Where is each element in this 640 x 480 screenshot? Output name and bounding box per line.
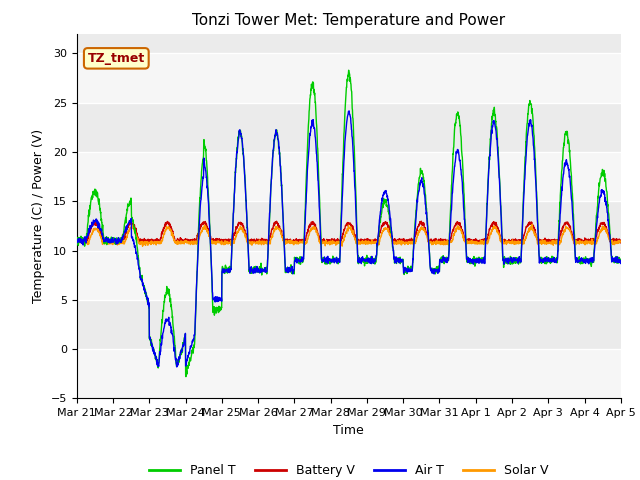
Bar xyxy=(77,53,621,103)
Bar xyxy=(77,251,621,300)
Air T xyxy=(570,218,577,224)
Panel T xyxy=(570,211,577,217)
Solar V xyxy=(139,243,147,249)
X-axis label: Time: Time xyxy=(333,424,364,437)
Air T xyxy=(508,258,515,264)
Panel T xyxy=(225,268,232,274)
Air T xyxy=(346,108,353,114)
Solar V xyxy=(570,237,577,243)
Line: Air T: Air T xyxy=(77,111,621,367)
Battery V xyxy=(417,218,425,224)
Solar V xyxy=(584,240,592,246)
Panel T xyxy=(182,374,189,380)
Solar V xyxy=(528,222,536,228)
Solar V xyxy=(365,241,372,247)
Line: Solar V: Solar V xyxy=(77,225,621,246)
Bar xyxy=(77,349,621,398)
Battery V xyxy=(617,240,625,246)
Panel T xyxy=(584,257,592,263)
Battery V xyxy=(376,228,384,234)
Solar V xyxy=(376,235,384,240)
Panel T xyxy=(345,67,353,73)
Title: Tonzi Tower Met: Temperature and Power: Tonzi Tower Met: Temperature and Power xyxy=(192,13,506,28)
Battery V xyxy=(584,236,592,242)
Panel T xyxy=(73,240,81,246)
Y-axis label: Temperature (C) / Power (V): Temperature (C) / Power (V) xyxy=(32,129,45,303)
Battery V xyxy=(225,236,232,242)
Battery V xyxy=(155,240,163,246)
Solar V xyxy=(507,240,515,246)
Air T xyxy=(365,258,372,264)
Solar V xyxy=(225,240,232,245)
Text: TZ_tmet: TZ_tmet xyxy=(88,52,145,65)
Bar xyxy=(77,152,621,201)
Solar V xyxy=(617,239,625,245)
Solar V xyxy=(73,239,81,245)
Line: Battery V: Battery V xyxy=(77,221,621,243)
Air T xyxy=(377,209,385,215)
Battery V xyxy=(365,239,372,244)
Legend: Panel T, Battery V, Air T, Solar V: Panel T, Battery V, Air T, Solar V xyxy=(144,459,554,480)
Air T xyxy=(617,258,625,264)
Line: Panel T: Panel T xyxy=(77,70,621,377)
Battery V xyxy=(73,239,81,245)
Air T xyxy=(173,364,180,370)
Panel T xyxy=(617,256,625,262)
Battery V xyxy=(570,235,577,241)
Air T xyxy=(73,240,81,245)
Air T xyxy=(225,268,232,274)
Panel T xyxy=(508,259,515,265)
Battery V xyxy=(508,238,515,244)
Panel T xyxy=(365,257,372,263)
Air T xyxy=(584,257,592,263)
Panel T xyxy=(377,214,385,219)
